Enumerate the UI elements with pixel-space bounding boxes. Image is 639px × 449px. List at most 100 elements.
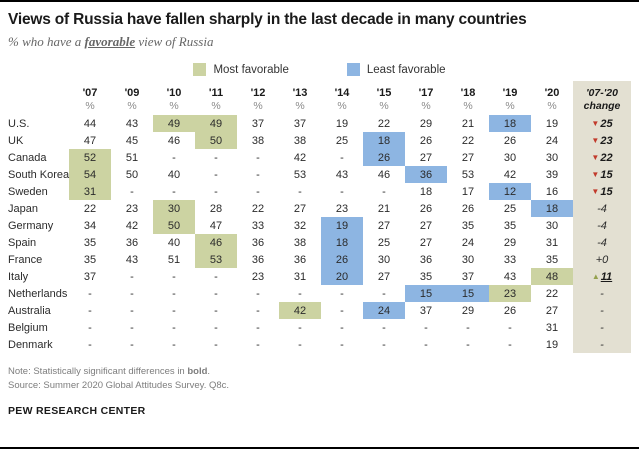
country-label: Canada	[8, 151, 47, 164]
value-cell: 27	[461, 151, 475, 164]
table-row: Netherlands - - - - - - - -15 15 23 22-	[8, 285, 631, 302]
country-label: South Korea	[8, 168, 70, 181]
brand-name: PEW RESEARCH CENTER	[8, 404, 146, 417]
change-cell: -	[573, 302, 631, 319]
value-cell: 26	[363, 149, 405, 166]
year-column-header: '18	[460, 87, 476, 99]
unit-label: %	[295, 100, 305, 112]
value-cell: 12	[489, 183, 531, 200]
value-cell: -	[256, 287, 260, 300]
value-cell: -	[214, 338, 218, 351]
value-cell: 45	[125, 134, 139, 147]
value-cell: 49	[153, 115, 195, 132]
value-cell: 37	[461, 270, 475, 283]
footer: Note: Statistically significant differen…	[8, 365, 631, 417]
value-cell: -	[340, 185, 344, 198]
value-cell: 26	[419, 202, 433, 215]
value-cell: 43	[125, 253, 139, 266]
value-cell: -	[88, 338, 92, 351]
value-cell: 53	[461, 168, 475, 181]
change-cell: ▼25	[573, 115, 631, 132]
subtitle-emphasis: favorable	[84, 34, 136, 49]
value-cell: 31	[69, 183, 111, 200]
year-column-header: '13	[292, 87, 308, 99]
value-cell: 22	[83, 202, 97, 215]
year-column-header: '15	[376, 87, 392, 99]
value-cell: 43	[125, 117, 139, 130]
unit-label: %	[211, 100, 221, 112]
value-cell: 38	[293, 236, 307, 249]
change-column-header: '07-'20 change	[573, 81, 631, 115]
value-cell: -	[214, 270, 218, 283]
value-cell: -	[340, 321, 344, 334]
value-cell: 30	[377, 253, 391, 266]
table-body: U.S. 44 43 49 49 37 37 19 22 29 21 18 19 ▼25 UK 47 45 46 5…	[8, 115, 631, 353]
value-cell: 17	[461, 185, 475, 198]
value-cell: 39	[545, 168, 559, 181]
table-row: France 35 43 51 53 36 36 26 30 36 30 33 35 +0	[8, 251, 631, 268]
country-label: Netherlands	[8, 287, 68, 300]
change-cell: -4	[573, 217, 631, 234]
value-cell: 26	[503, 134, 517, 147]
change-cell: -	[573, 336, 631, 353]
value-cell: 35	[545, 253, 559, 266]
value-cell: -	[130, 185, 134, 198]
value-cell: 23	[335, 202, 349, 215]
year-column-header: '12	[250, 87, 266, 99]
subtitle-suffix: view of Russia	[135, 34, 214, 49]
value-cell: 19	[545, 117, 559, 130]
note-suffix: .	[207, 366, 211, 377]
value-cell: 26	[321, 251, 363, 268]
value-cell: -	[340, 151, 344, 164]
value-cell: 43	[335, 168, 349, 181]
value-cell: -	[172, 287, 176, 300]
value-cell: 42	[125, 219, 139, 232]
legend: Most favorable Least favorable	[8, 63, 631, 76]
table-row: Spain 35 36 40 46 36 38 18 25 27 24 29 31 -4	[8, 234, 631, 251]
country-label: Denmark	[8, 338, 53, 351]
table-row: South Korea 54 50 40 - - 53 43 46 36 53 42 39 ▼15	[8, 166, 631, 183]
country-label: Sweden	[8, 185, 48, 198]
value-cell: 15	[405, 285, 447, 302]
value-cell: 20	[321, 268, 363, 285]
value-cell: -	[256, 151, 260, 164]
value-cell: -	[340, 338, 344, 351]
value-cell: -	[298, 287, 302, 300]
change-header-line2: change	[583, 100, 621, 113]
table-row: Canada 52 51 - - - 42 - 26 27 27 30 30 ▼22	[8, 149, 631, 166]
decrease-triangle-icon: ▼	[591, 118, 600, 128]
value-cell: -	[256, 338, 260, 351]
value-cell: 30	[503, 151, 517, 164]
change-value: 15	[600, 168, 613, 181]
value-cell: 18	[531, 200, 573, 217]
value-cell: 44	[83, 117, 97, 130]
unit-label: %	[337, 100, 347, 112]
value-cell: 40	[167, 236, 181, 249]
table-row: Italy 37- - -23 31 20 27 35 37 43 48 ▲11	[8, 268, 631, 285]
change-value: 11	[600, 270, 613, 283]
country-label: Belgium	[8, 321, 48, 334]
value-cell: 36	[125, 236, 139, 249]
value-cell: 37	[419, 304, 433, 317]
value-cell: 33	[251, 219, 265, 232]
value-cell: 37	[251, 117, 265, 130]
change-cell: -	[573, 319, 631, 336]
value-cell: 50	[125, 168, 139, 181]
page-title: Views of Russia have fallen sharply in t…	[8, 11, 527, 28]
value-cell: -	[214, 168, 218, 181]
country-label: Japan	[8, 202, 38, 215]
decrease-triangle-icon: ▼	[591, 135, 600, 145]
value-cell: 22	[377, 117, 391, 130]
value-cell: 37	[83, 270, 97, 283]
value-cell: 53	[293, 168, 307, 181]
change-value: -	[600, 304, 604, 317]
legend-item-most-favorable: Most favorable	[193, 63, 289, 76]
value-cell: 29	[461, 304, 475, 317]
value-cell: 22	[545, 287, 559, 300]
year-column-header: '11	[208, 87, 224, 99]
source-text: Source: Summer 2020 Global Attitudes Sur…	[8, 379, 230, 391]
value-cell: -	[214, 287, 218, 300]
value-cell: 19	[321, 217, 363, 234]
value-cell: 42	[279, 302, 321, 319]
